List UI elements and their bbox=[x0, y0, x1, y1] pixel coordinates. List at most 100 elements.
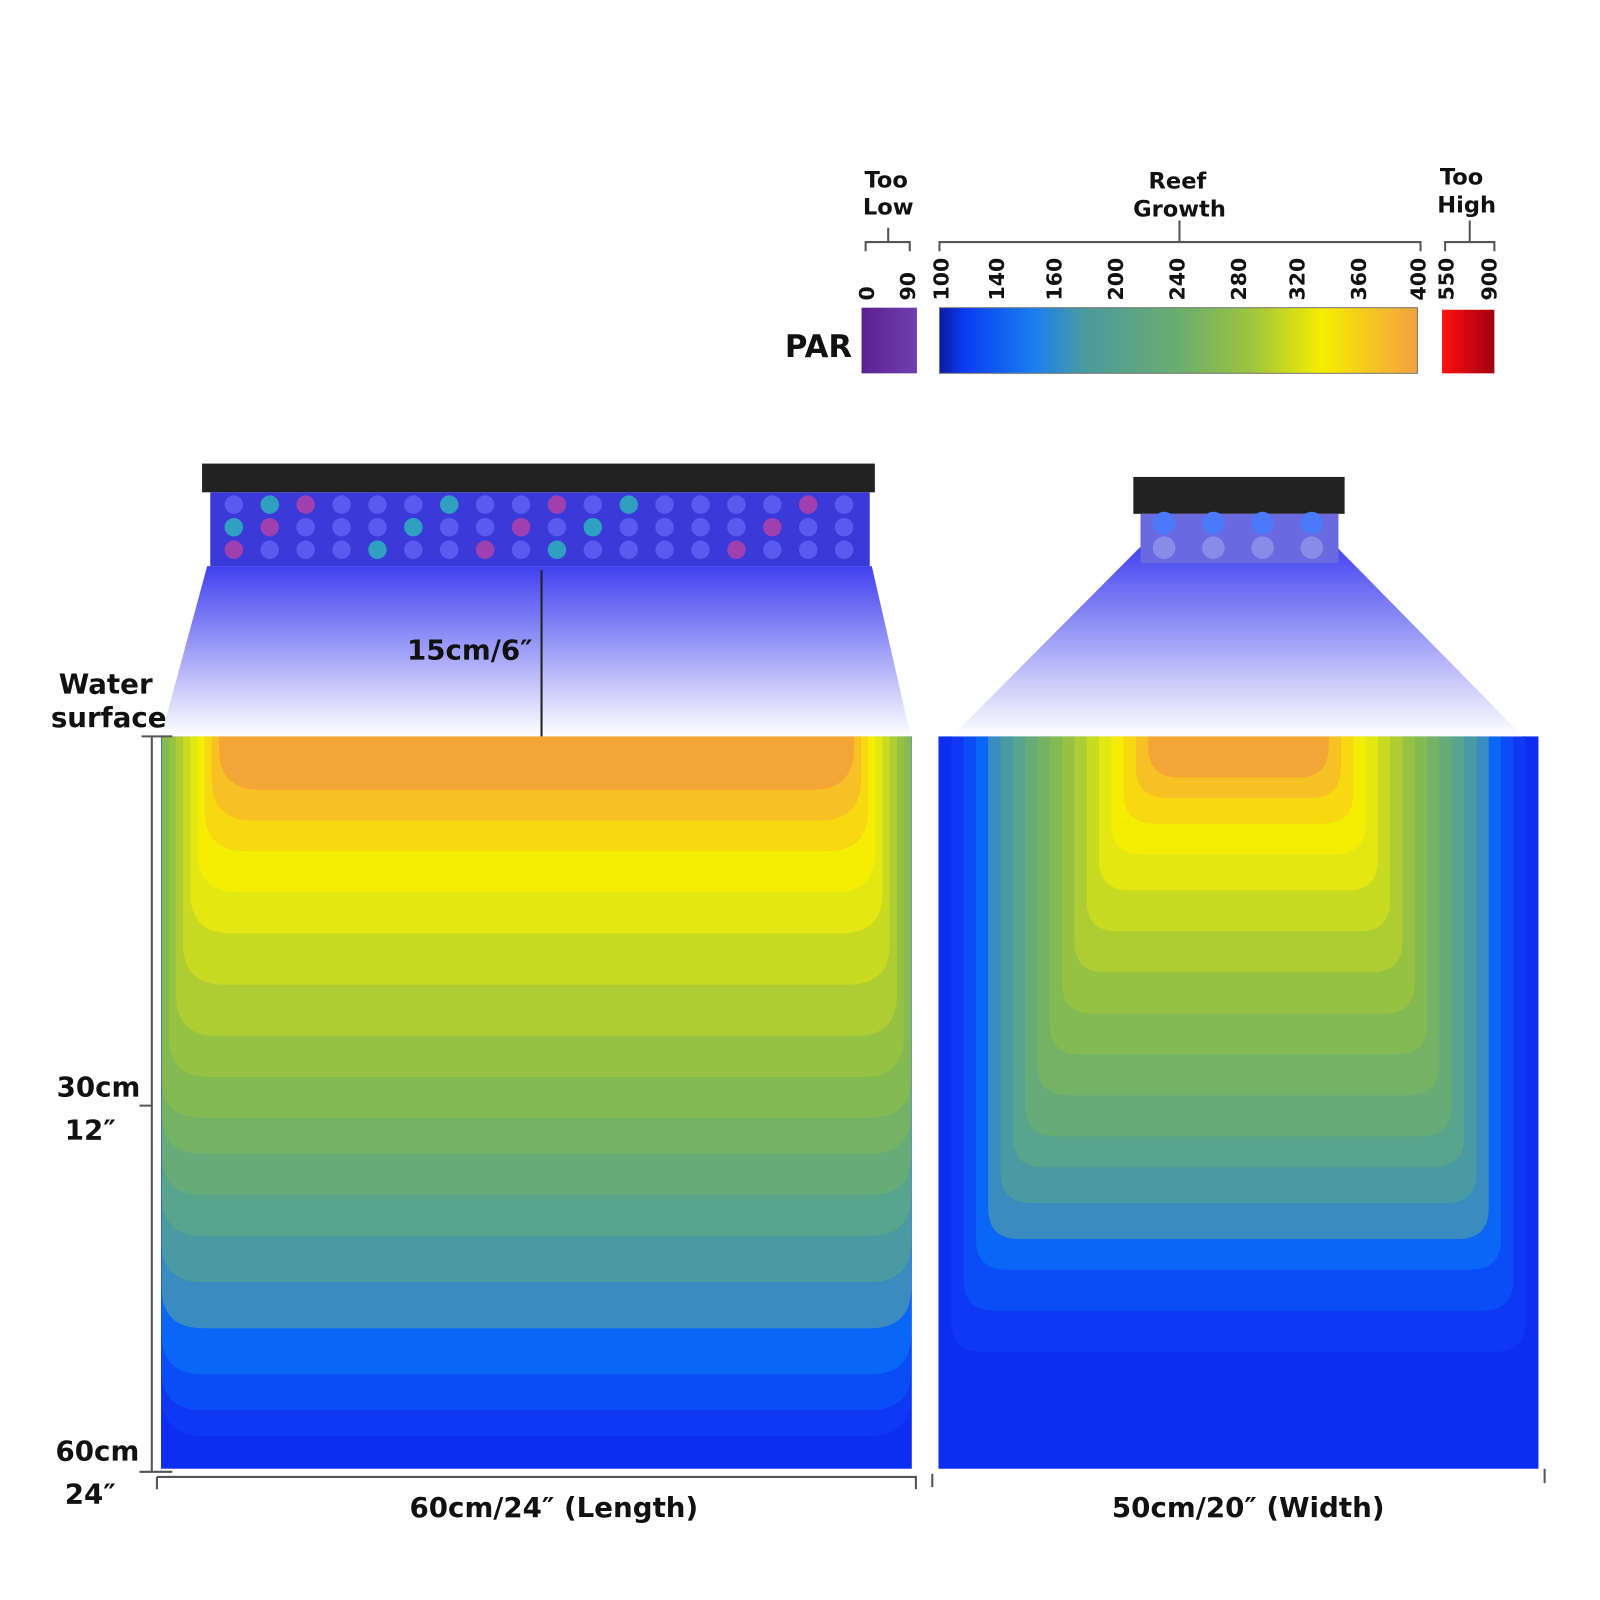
legend-tick-label: 140 bbox=[985, 258, 1009, 301]
legend-tick-label: 360 bbox=[1347, 258, 1371, 301]
led bbox=[296, 540, 315, 559]
legend-tick-label: 200 bbox=[1104, 258, 1128, 301]
led bbox=[332, 495, 351, 514]
led bbox=[260, 495, 279, 514]
led bbox=[1300, 536, 1324, 559]
led bbox=[727, 517, 746, 537]
led bbox=[798, 495, 818, 514]
par-label: PAR bbox=[785, 329, 853, 365]
surface-label: Water bbox=[59, 667, 153, 700]
reef-swatch bbox=[938, 307, 1418, 374]
light-cone bbox=[161, 566, 911, 737]
led bbox=[260, 540, 279, 559]
led bbox=[547, 495, 567, 514]
led bbox=[655, 495, 674, 514]
light-cone bbox=[951, 543, 1524, 737]
bracket bbox=[864, 227, 911, 252]
leds bbox=[224, 495, 1324, 559]
led bbox=[834, 517, 854, 537]
depth-label: 24″ bbox=[65, 1478, 116, 1511]
legend-tick-label: 280 bbox=[1227, 258, 1251, 301]
depth-label: 60cm bbox=[56, 1435, 140, 1468]
led bbox=[727, 495, 746, 514]
led bbox=[547, 540, 567, 559]
led bbox=[368, 540, 387, 559]
caption: 50cm/20″ (Width) bbox=[1112, 1491, 1385, 1524]
bracket bbox=[1444, 220, 1496, 252]
led bbox=[834, 540, 854, 559]
led bbox=[1300, 511, 1324, 535]
led bbox=[798, 540, 818, 559]
too-low-swatch bbox=[861, 307, 917, 374]
led bbox=[655, 517, 674, 537]
led bbox=[1152, 536, 1176, 559]
led bbox=[404, 540, 423, 559]
led bbox=[691, 540, 710, 559]
led bbox=[583, 540, 603, 559]
legend-tick-label: 160 bbox=[1043, 258, 1067, 301]
legend-tick-label: 100 bbox=[930, 258, 954, 301]
group-title: Reef bbox=[1149, 169, 1207, 195]
led bbox=[547, 517, 567, 537]
legend-tick-label: 240 bbox=[1166, 258, 1190, 301]
caption: 60cm/24″ (Length) bbox=[410, 1491, 699, 1524]
led bbox=[404, 495, 423, 514]
depth-label: 30cm bbox=[57, 1070, 141, 1103]
led bbox=[619, 540, 638, 559]
led bbox=[798, 517, 818, 537]
group-title: Too bbox=[864, 168, 907, 194]
led bbox=[332, 540, 351, 559]
heat-band bbox=[218, 736, 854, 790]
led bbox=[619, 495, 638, 514]
led bbox=[332, 517, 351, 537]
led bbox=[296, 517, 315, 537]
led bbox=[834, 495, 854, 514]
group-title: Too bbox=[1440, 165, 1483, 191]
led bbox=[475, 540, 495, 559]
depth-label: 12″ bbox=[65, 1113, 116, 1146]
legend-tick-label: 0 bbox=[855, 286, 879, 300]
legend-tick-label: 400 bbox=[1407, 258, 1431, 301]
led bbox=[1202, 511, 1225, 535]
led bbox=[691, 495, 710, 514]
led bbox=[224, 495, 244, 514]
led bbox=[511, 495, 531, 514]
led bbox=[368, 495, 387, 514]
led bbox=[368, 517, 387, 537]
led bbox=[763, 517, 782, 537]
led bbox=[583, 495, 603, 514]
par-legend: Too Low Reef Growth Too High PAR 0 90 100 1… bbox=[785, 165, 1501, 374]
led bbox=[655, 540, 674, 559]
height-label: 15cm/6″ bbox=[407, 633, 533, 666]
led bbox=[763, 540, 782, 559]
legend-tick-label: 320 bbox=[1286, 258, 1310, 301]
led bbox=[691, 517, 710, 537]
fixture-housing bbox=[202, 463, 875, 493]
led bbox=[619, 517, 638, 537]
led bbox=[763, 495, 782, 514]
group-title: High bbox=[1437, 192, 1496, 218]
led bbox=[260, 517, 279, 537]
group-title: Low bbox=[863, 194, 914, 220]
fixture-panel bbox=[210, 492, 870, 567]
led bbox=[583, 517, 603, 537]
surface-label: surface bbox=[51, 701, 167, 734]
fixture-housing bbox=[1133, 476, 1345, 514]
length-heatmap bbox=[161, 736, 912, 1469]
dimension-lines bbox=[139, 735, 1546, 1490]
bracket bbox=[938, 220, 1422, 252]
led bbox=[224, 540, 244, 559]
led bbox=[404, 517, 423, 537]
led bbox=[224, 517, 244, 537]
heat-band bbox=[1148, 736, 1329, 778]
led bbox=[1251, 536, 1274, 559]
led bbox=[1251, 511, 1274, 535]
led bbox=[1202, 536, 1225, 559]
led bbox=[440, 540, 459, 559]
led bbox=[440, 517, 459, 537]
legend-tick-label: 550 bbox=[1434, 258, 1458, 301]
led bbox=[727, 540, 746, 559]
led bbox=[511, 517, 531, 537]
legend-tick-label: 90 bbox=[896, 272, 920, 301]
